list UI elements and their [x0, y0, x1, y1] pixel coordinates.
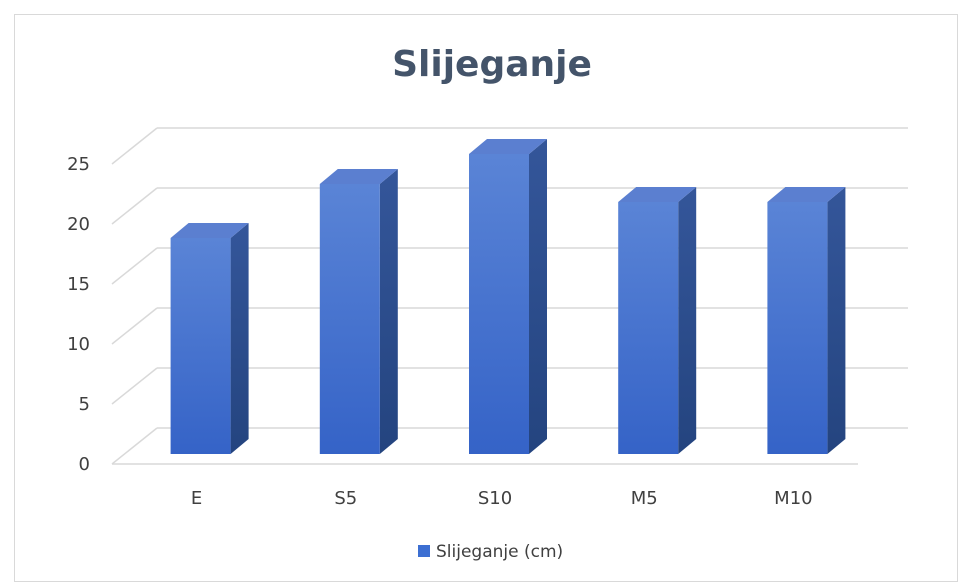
bar [767, 187, 846, 454]
legend-swatch [418, 545, 430, 557]
x-tick-label: S10 [478, 488, 512, 509]
gridline-depth [111, 127, 158, 165]
y-tick-label: 20 [67, 214, 90, 235]
y-tick-label: 0 [79, 454, 90, 475]
chart-title: Slijeganje [392, 44, 592, 85]
x-axis-ticks: E S5 S10 M5 M10 [191, 488, 813, 509]
bar [618, 187, 697, 454]
bar-front [170, 238, 231, 454]
bar-front [767, 202, 828, 454]
bar-side [379, 169, 398, 454]
legend-label: Slijeganje (cm) [436, 542, 563, 562]
gridline-depth [111, 187, 158, 225]
bar-side [678, 187, 697, 454]
bar-side [827, 187, 846, 454]
bars [170, 139, 846, 454]
bar-front [469, 154, 529, 454]
legend: Slijeganje (cm) [418, 542, 563, 562]
bar-top [170, 223, 249, 238]
bar-side [230, 223, 249, 454]
x-tick-label: E [191, 488, 202, 509]
y-tick-label: 15 [67, 274, 90, 295]
bar [170, 223, 249, 454]
x-tick-label: S5 [334, 488, 357, 509]
y-axis-ticks: 0 5 10 15 20 25 [67, 154, 90, 475]
bar-top [767, 187, 846, 202]
x-tick-label: M5 [631, 488, 658, 509]
x-tick-label: M10 [774, 488, 812, 509]
bar-front [319, 184, 380, 454]
y-tick-label: 10 [67, 334, 90, 355]
y-tick-label: 5 [79, 394, 90, 415]
bar-side [529, 139, 547, 454]
bar [319, 169, 398, 454]
bar-front [618, 202, 679, 454]
gridline-depth [111, 307, 158, 345]
y-tick-label: 25 [67, 154, 90, 175]
gridline-depth [111, 367, 158, 405]
gridline-depth [111, 247, 158, 285]
bar [469, 139, 547, 454]
bar-top [319, 169, 398, 184]
gridline-depth [111, 427, 158, 465]
bar-top [469, 139, 547, 154]
bar-top [618, 187, 697, 202]
